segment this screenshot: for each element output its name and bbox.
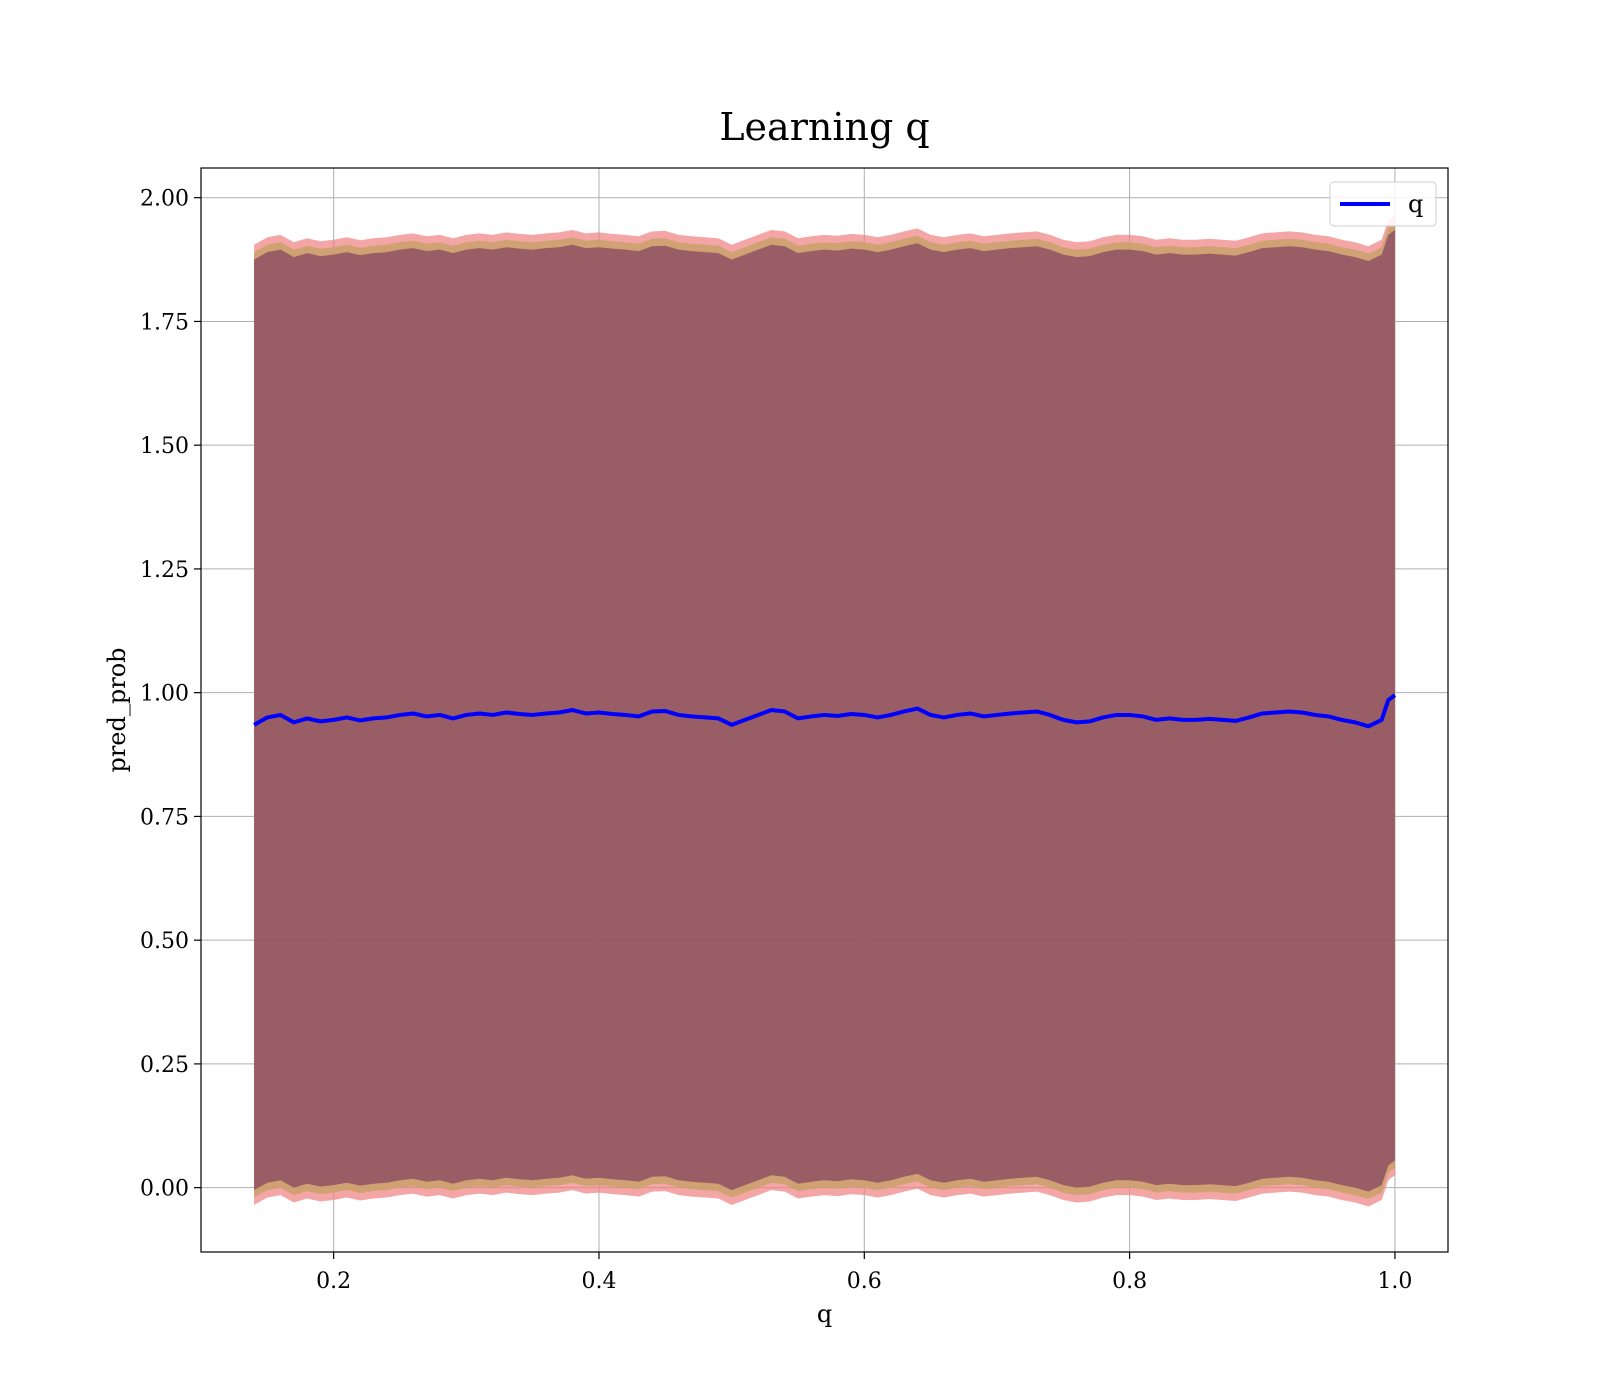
confidence-bands xyxy=(254,215,1395,1207)
y-tick-label: 0.00 xyxy=(140,1177,189,1202)
x-tick-label: 0.6 xyxy=(847,1269,882,1294)
y-tick-label: 1.25 xyxy=(140,558,189,583)
legend: q xyxy=(1329,181,1437,227)
y-tick-label: 1.50 xyxy=(140,434,189,459)
x-axis-label: q xyxy=(817,1300,832,1328)
x-tick-label: 0.4 xyxy=(581,1269,616,1294)
y-tick-label: 1.00 xyxy=(140,682,189,707)
x-tick-label: 1.0 xyxy=(1377,1269,1412,1294)
chart-title: Learning q xyxy=(719,105,929,149)
x-tick-label: 0.8 xyxy=(1112,1269,1147,1294)
y-tick-label: 0.75 xyxy=(140,805,189,830)
y-tick-label: 2.00 xyxy=(140,187,189,212)
x-tick-label: 0.2 xyxy=(316,1269,351,1294)
band-inner xyxy=(254,229,1395,1192)
series-lines xyxy=(253,693,1397,729)
axes-frame xyxy=(200,167,1449,1253)
ticks: 0.2 0.4 0.6 0.8 1.0 0.00 0.25 0.50 0.75 1.00 1.25 1… xyxy=(140,187,1412,1294)
y-tick-label: 1.75 xyxy=(140,310,189,335)
y-tick-label: 0.25 xyxy=(140,1053,189,1078)
series-line-q xyxy=(253,693,1397,729)
y-axis-label: pred_prob xyxy=(103,647,131,772)
legend-label-q: q xyxy=(1408,190,1423,218)
y-tick-label: 0.50 xyxy=(140,929,189,954)
